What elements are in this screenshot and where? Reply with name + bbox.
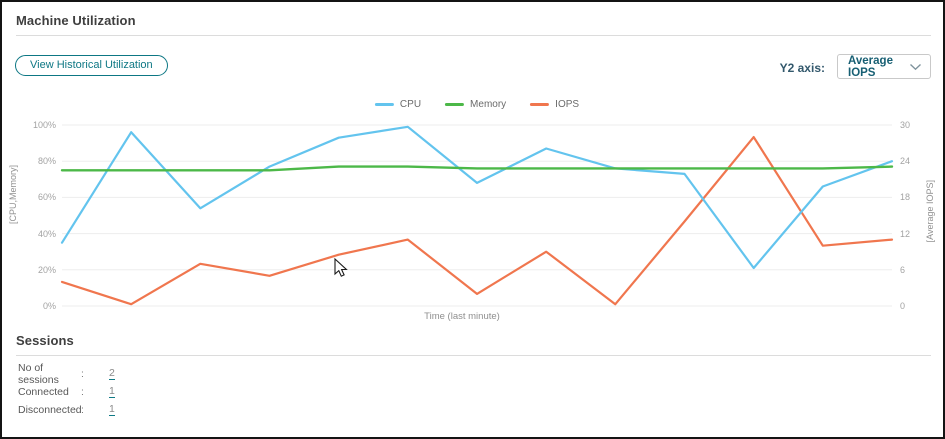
legend-item-memory[interactable]: Memory <box>445 99 506 110</box>
y1-tick: 60% <box>37 192 56 202</box>
session-row-label: Connected <box>18 386 69 398</box>
y2-axis-dropdown[interactable]: Average IOPS <box>837 54 931 79</box>
y1-tick: 100% <box>32 120 56 130</box>
y2-tick: 30 <box>900 120 911 130</box>
y1-tick: 40% <box>37 229 56 239</box>
y1-tick: 0% <box>42 301 56 311</box>
header-divider <box>16 35 931 36</box>
memory-line <box>60 165 894 172</box>
y2-tick: 0 <box>900 301 906 311</box>
y2-tick: 24 <box>900 156 911 166</box>
mouse-cursor-icon <box>334 257 348 277</box>
no-of-sessions-link[interactable]: 2 <box>109 367 115 380</box>
session-row-separator: : <box>81 386 84 398</box>
chart-legend: CPU Memory IOPS <box>374 99 579 110</box>
gridlines <box>62 124 892 307</box>
iops-line-swatch <box>530 103 550 106</box>
chevron-down-icon <box>909 63 922 71</box>
session-row-label: Disconnected <box>18 404 82 416</box>
memory-line-swatch <box>445 103 465 106</box>
y2-tick: 6 <box>900 265 906 275</box>
y2-tick: 18 <box>900 192 911 202</box>
legend-label: Memory <box>470 99 507 110</box>
session-row-no-of-sessions: No of sessions : 2 <box>18 362 115 386</box>
iops-line <box>60 136 894 306</box>
sessions-title: Sessions <box>16 333 74 348</box>
legend-label: CPU <box>399 99 422 110</box>
session-row-separator: : <box>81 368 84 380</box>
session-row-separator: : <box>81 404 84 416</box>
disconnected-sessions-link[interactable]: 1 <box>109 403 115 416</box>
y1-tick: 20% <box>37 265 56 275</box>
session-row-label: No of sessions <box>18 362 59 386</box>
y2-tick: 12 <box>900 229 911 239</box>
cpu-line-swatch <box>374 103 394 106</box>
y1-tick: 80% <box>37 156 56 166</box>
legend-item-cpu[interactable]: CPU <box>374 99 422 110</box>
cpu-line <box>60 125 894 270</box>
sessions-divider <box>16 355 931 356</box>
x-axis-title: Time (last minute) <box>424 311 500 322</box>
page-title: Machine Utilization <box>16 13 136 28</box>
legend-item-iops[interactable]: IOPS <box>530 99 579 110</box>
y1-axis-title: [CPU,Memory] <box>8 165 18 225</box>
legend-label: IOPS <box>555 99 580 110</box>
view-historical-utilization-button[interactable]: View Historical Utilization <box>15 55 168 76</box>
connected-sessions-link[interactable]: 1 <box>109 385 115 398</box>
y2-axis-title: [Average IOPS] <box>925 180 935 243</box>
sessions-summary: No of sessions : 2 Connected : 1 Disconn… <box>18 362 115 419</box>
session-row-disconnected: Disconnected : 1 <box>18 401 115 419</box>
session-row-connected: Connected : 1 <box>18 383 115 401</box>
y2-axis-selected-value: Average IOPS <box>848 54 893 79</box>
y2-axis-label: Y2 axis: <box>779 61 825 75</box>
